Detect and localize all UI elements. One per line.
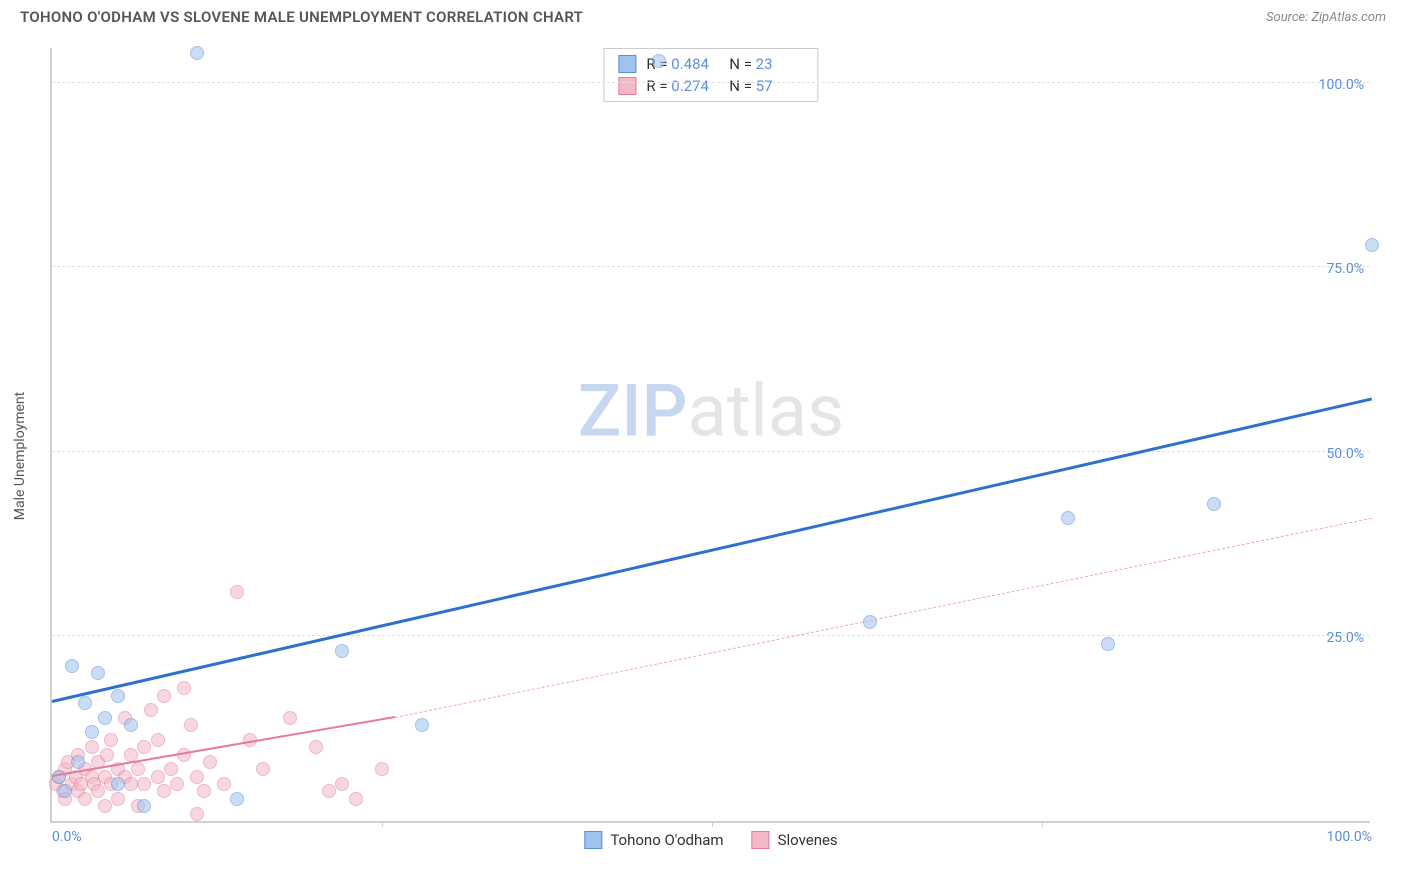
y-tick-label: 75.0% — [1326, 261, 1364, 277]
data-point — [335, 777, 349, 791]
data-point — [283, 711, 297, 725]
gridline — [52, 451, 1370, 452]
stats-legend: R = 0.484 N = 23 R = 0.274 N = 57 — [603, 48, 818, 102]
plot-area: ZIPatlas R = 0.484 N = 23 R = 0.274 N = … — [50, 48, 1370, 823]
trend-line — [395, 517, 1372, 717]
stats-row-series-0: R = 0.484 N = 23 — [604, 53, 817, 75]
data-point — [151, 770, 165, 784]
data-point — [137, 799, 151, 813]
trend-line — [52, 716, 396, 777]
gridline — [52, 266, 1370, 267]
data-point — [111, 689, 125, 703]
source-label: Source: ZipAtlas.com — [1266, 10, 1386, 25]
data-point — [349, 792, 363, 806]
data-point — [124, 718, 138, 732]
data-point — [131, 762, 145, 776]
data-point — [230, 585, 244, 599]
watermark: ZIPatlas — [578, 369, 844, 454]
data-point — [151, 733, 165, 747]
data-point — [217, 777, 231, 791]
data-point — [104, 733, 118, 747]
data-point — [164, 762, 178, 776]
data-point — [85, 725, 99, 739]
data-point — [1365, 238, 1379, 252]
swatch-icon — [618, 77, 636, 95]
y-tick-label: 100.0% — [1319, 77, 1364, 93]
x-minor-tick — [712, 821, 713, 827]
data-point — [170, 777, 184, 791]
stats-row-series-1: R = 0.274 N = 57 — [604, 75, 817, 97]
data-point — [256, 762, 270, 776]
data-point — [144, 703, 158, 717]
data-point — [157, 689, 171, 703]
data-point — [91, 666, 105, 680]
data-point — [1207, 497, 1221, 511]
data-point — [197, 784, 211, 798]
x-minor-tick — [382, 821, 383, 827]
x-tick-label: 100.0% — [1327, 829, 1372, 845]
data-point — [111, 777, 125, 791]
x-minor-tick — [1042, 821, 1043, 827]
swatch-icon — [584, 831, 602, 849]
gridline — [52, 635, 1370, 636]
data-point — [71, 755, 85, 769]
data-point — [415, 718, 429, 732]
data-point — [85, 740, 99, 754]
chart-title: TOHONO O'ODHAM VS SLOVENE MALE UNEMPLOYM… — [20, 8, 583, 26]
y-tick-label: 25.0% — [1326, 630, 1364, 646]
data-point — [111, 792, 125, 806]
bottom-legend: Tohono O'odham Slovenes — [584, 831, 837, 849]
data-point — [1101, 637, 1115, 651]
data-point — [230, 792, 244, 806]
data-point — [322, 784, 336, 798]
legend-item-0: Tohono O'odham — [584, 831, 723, 849]
data-point — [124, 777, 138, 791]
data-point — [65, 659, 79, 673]
trend-line — [52, 397, 1373, 703]
data-point — [375, 762, 389, 776]
swatch-icon — [618, 55, 636, 73]
chart-container: Male Unemployment ZIPatlas R = 0.484 N =… — [40, 38, 1390, 858]
data-point — [78, 792, 92, 806]
data-point — [58, 784, 72, 798]
data-point — [335, 644, 349, 658]
data-point — [137, 740, 151, 754]
data-point — [157, 784, 171, 798]
header: TOHONO O'ODHAM VS SLOVENE MALE UNEMPLOYM… — [0, 0, 1406, 30]
legend-item-1: Slovenes — [752, 831, 838, 849]
data-point — [1061, 511, 1075, 525]
x-tick-label: 0.0% — [52, 829, 82, 845]
swatch-icon — [752, 831, 770, 849]
data-point — [190, 46, 204, 60]
data-point — [98, 799, 112, 813]
gridline — [52, 82, 1370, 83]
data-point — [190, 807, 204, 821]
y-axis-label: Male Unemployment — [12, 392, 28, 520]
data-point — [652, 54, 666, 68]
data-point — [190, 770, 204, 784]
data-point — [137, 777, 151, 791]
data-point — [100, 748, 114, 762]
data-point — [98, 711, 112, 725]
y-tick-label: 50.0% — [1326, 446, 1364, 462]
data-point — [91, 784, 105, 798]
data-point — [78, 696, 92, 710]
data-point — [203, 755, 217, 769]
data-point — [184, 718, 198, 732]
data-point — [309, 740, 323, 754]
data-point — [177, 681, 191, 695]
